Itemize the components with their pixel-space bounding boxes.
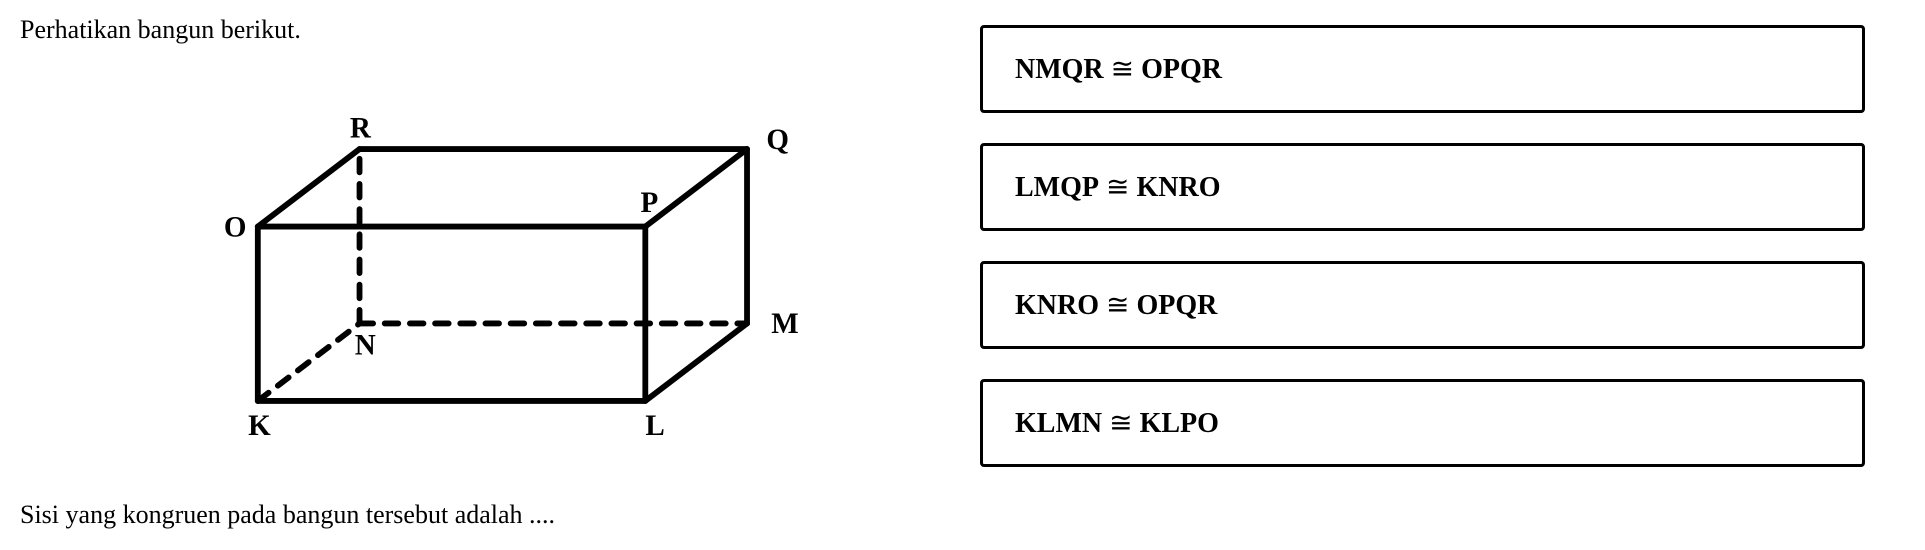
vertex-label-N: N — [355, 329, 376, 361]
option-0[interactable]: NMQR ≅ OPQR — [980, 25, 1865, 113]
question-panel: Perhatikan bangun berikut. K L M N O P Q R Sisi… — [20, 15, 980, 535]
options-panel: NMQR ≅ OPQRLMQP ≅ KNROKNRO ≅ OPQRKLMN ≅ … — [980, 15, 1905, 535]
vertex-label-O: O — [224, 211, 247, 243]
edge-KN — [258, 323, 360, 401]
vertex-label-M: M — [771, 308, 798, 340]
option-left: LMQP — [1015, 172, 1099, 203]
diagram-wrapper: K L M N O P Q R — [20, 60, 980, 485]
option-left: KNRO — [1015, 290, 1099, 321]
option-right: OPQR — [1141, 54, 1222, 85]
edge-LM — [645, 323, 747, 401]
cuboid-diagram: K L M N O P Q R — [190, 65, 810, 485]
congruent-symbol: ≅ — [1099, 290, 1136, 321]
vertex-label-L: L — [645, 410, 664, 442]
congruent-symbol: ≅ — [1102, 408, 1139, 439]
vertex-label-Q: Q — [766, 124, 789, 156]
option-3[interactable]: KLMN ≅ KLPO — [980, 379, 1865, 467]
vertex-label-K: K — [248, 410, 271, 442]
option-2[interactable]: KNRO ≅ OPQR — [980, 261, 1865, 349]
congruent-symbol: ≅ — [1104, 54, 1141, 85]
edge-QP — [645, 149, 747, 227]
vertex-label-R: R — [350, 112, 372, 144]
question-title: Perhatikan bangun berikut. — [20, 15, 980, 45]
edge-OR — [258, 149, 360, 227]
option-right: KNRO — [1136, 172, 1220, 203]
option-right: OPQR — [1136, 290, 1217, 321]
option-1[interactable]: LMQP ≅ KNRO — [980, 143, 1865, 231]
question-prompt: Sisi yang kongruen pada bangun tersebut … — [20, 500, 555, 530]
option-right: KLPO — [1140, 408, 1219, 439]
option-left: NMQR — [1015, 54, 1104, 85]
option-left: KLMN — [1015, 408, 1102, 439]
vertex-label-P: P — [640, 187, 658, 219]
congruent-symbol: ≅ — [1099, 172, 1136, 203]
